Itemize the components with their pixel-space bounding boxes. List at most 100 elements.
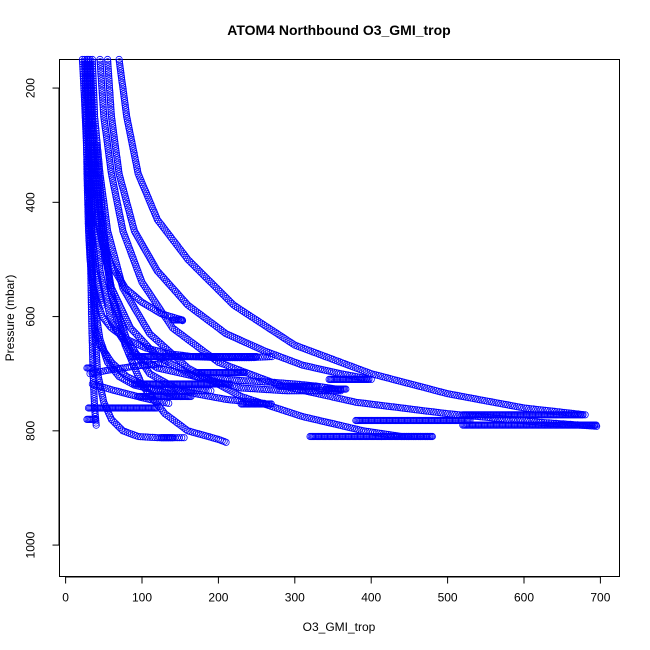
data-point xyxy=(265,378,274,386)
data-point xyxy=(88,98,96,106)
data-point xyxy=(104,352,112,361)
data-point xyxy=(97,198,105,206)
series-3 xyxy=(104,55,375,383)
data-point xyxy=(121,371,129,379)
data-point xyxy=(91,260,100,268)
data-point xyxy=(506,401,514,409)
data-point xyxy=(93,153,101,161)
data-point xyxy=(364,400,372,408)
data-point xyxy=(237,384,245,392)
data-point xyxy=(80,82,88,90)
data-point xyxy=(406,405,414,413)
data-point xyxy=(107,283,115,291)
data-point xyxy=(143,286,151,294)
data-point xyxy=(87,86,95,95)
data-point xyxy=(87,308,96,316)
data-point xyxy=(88,346,97,354)
data-point xyxy=(267,400,275,408)
data-point xyxy=(89,239,97,247)
data-point xyxy=(241,309,250,317)
dense-segment xyxy=(130,380,233,388)
data-point xyxy=(95,280,103,289)
data-point xyxy=(101,236,109,244)
data-point xyxy=(103,257,112,265)
data-point xyxy=(84,175,92,184)
data-point xyxy=(83,74,91,83)
data-point xyxy=(251,377,259,385)
data-point xyxy=(95,253,103,261)
data-point xyxy=(98,89,106,97)
data-point xyxy=(99,215,107,223)
data-point xyxy=(104,55,112,64)
data-point xyxy=(140,320,148,328)
data-point xyxy=(368,428,377,436)
data-point xyxy=(124,343,132,351)
data-point xyxy=(87,303,96,311)
dense-segment xyxy=(321,385,350,393)
data-point xyxy=(187,392,195,401)
data-point xyxy=(96,189,105,197)
data-point xyxy=(480,396,489,405)
data-point xyxy=(103,135,111,144)
data-point xyxy=(121,288,129,296)
data-point xyxy=(313,382,321,390)
data-point xyxy=(114,202,122,210)
data-point xyxy=(81,111,89,120)
data-point xyxy=(96,287,104,295)
data-point xyxy=(105,70,113,78)
data-point xyxy=(200,387,208,395)
data-point xyxy=(83,157,91,165)
data-point xyxy=(148,304,156,312)
data-point xyxy=(83,150,91,158)
data-point xyxy=(118,225,127,233)
data-point xyxy=(82,139,91,147)
data-point xyxy=(88,364,96,372)
data-point xyxy=(373,401,381,409)
data-point xyxy=(206,392,214,400)
data-point xyxy=(83,62,91,71)
data-point xyxy=(81,109,89,117)
data-point xyxy=(259,320,267,329)
data-point xyxy=(93,239,101,247)
data-point xyxy=(469,394,477,403)
data-point xyxy=(94,165,102,173)
data-point xyxy=(83,148,91,156)
dense-segment xyxy=(134,392,195,401)
data-point xyxy=(359,399,367,407)
data-point xyxy=(107,167,115,176)
data-point xyxy=(87,298,95,306)
data-point xyxy=(103,133,111,141)
data-point xyxy=(93,367,102,375)
data-point xyxy=(81,114,89,122)
data-point xyxy=(450,391,459,399)
data-point xyxy=(85,199,94,207)
data-point xyxy=(255,318,263,326)
data-point xyxy=(101,234,109,242)
data-point xyxy=(82,141,91,149)
data-point xyxy=(230,376,239,384)
data-point xyxy=(152,373,160,381)
data-point xyxy=(86,208,94,216)
data-point xyxy=(107,101,115,109)
data-point xyxy=(84,139,93,147)
data-point xyxy=(106,96,114,104)
data-point xyxy=(104,264,112,272)
data-point xyxy=(89,355,97,363)
data-point xyxy=(89,120,97,128)
data-point xyxy=(92,144,101,152)
data-point xyxy=(88,339,96,347)
data-point xyxy=(93,363,101,371)
data-point xyxy=(83,60,91,68)
data-point xyxy=(98,301,106,309)
data-point xyxy=(471,395,479,403)
data-point xyxy=(98,79,106,87)
data-point xyxy=(155,304,163,312)
data-point xyxy=(511,402,519,410)
data-point xyxy=(159,310,167,318)
data-point xyxy=(161,359,169,367)
data-point xyxy=(102,248,111,256)
data-point xyxy=(117,218,125,226)
data-point xyxy=(94,278,102,286)
data-point xyxy=(83,143,91,152)
data-point xyxy=(112,145,120,153)
